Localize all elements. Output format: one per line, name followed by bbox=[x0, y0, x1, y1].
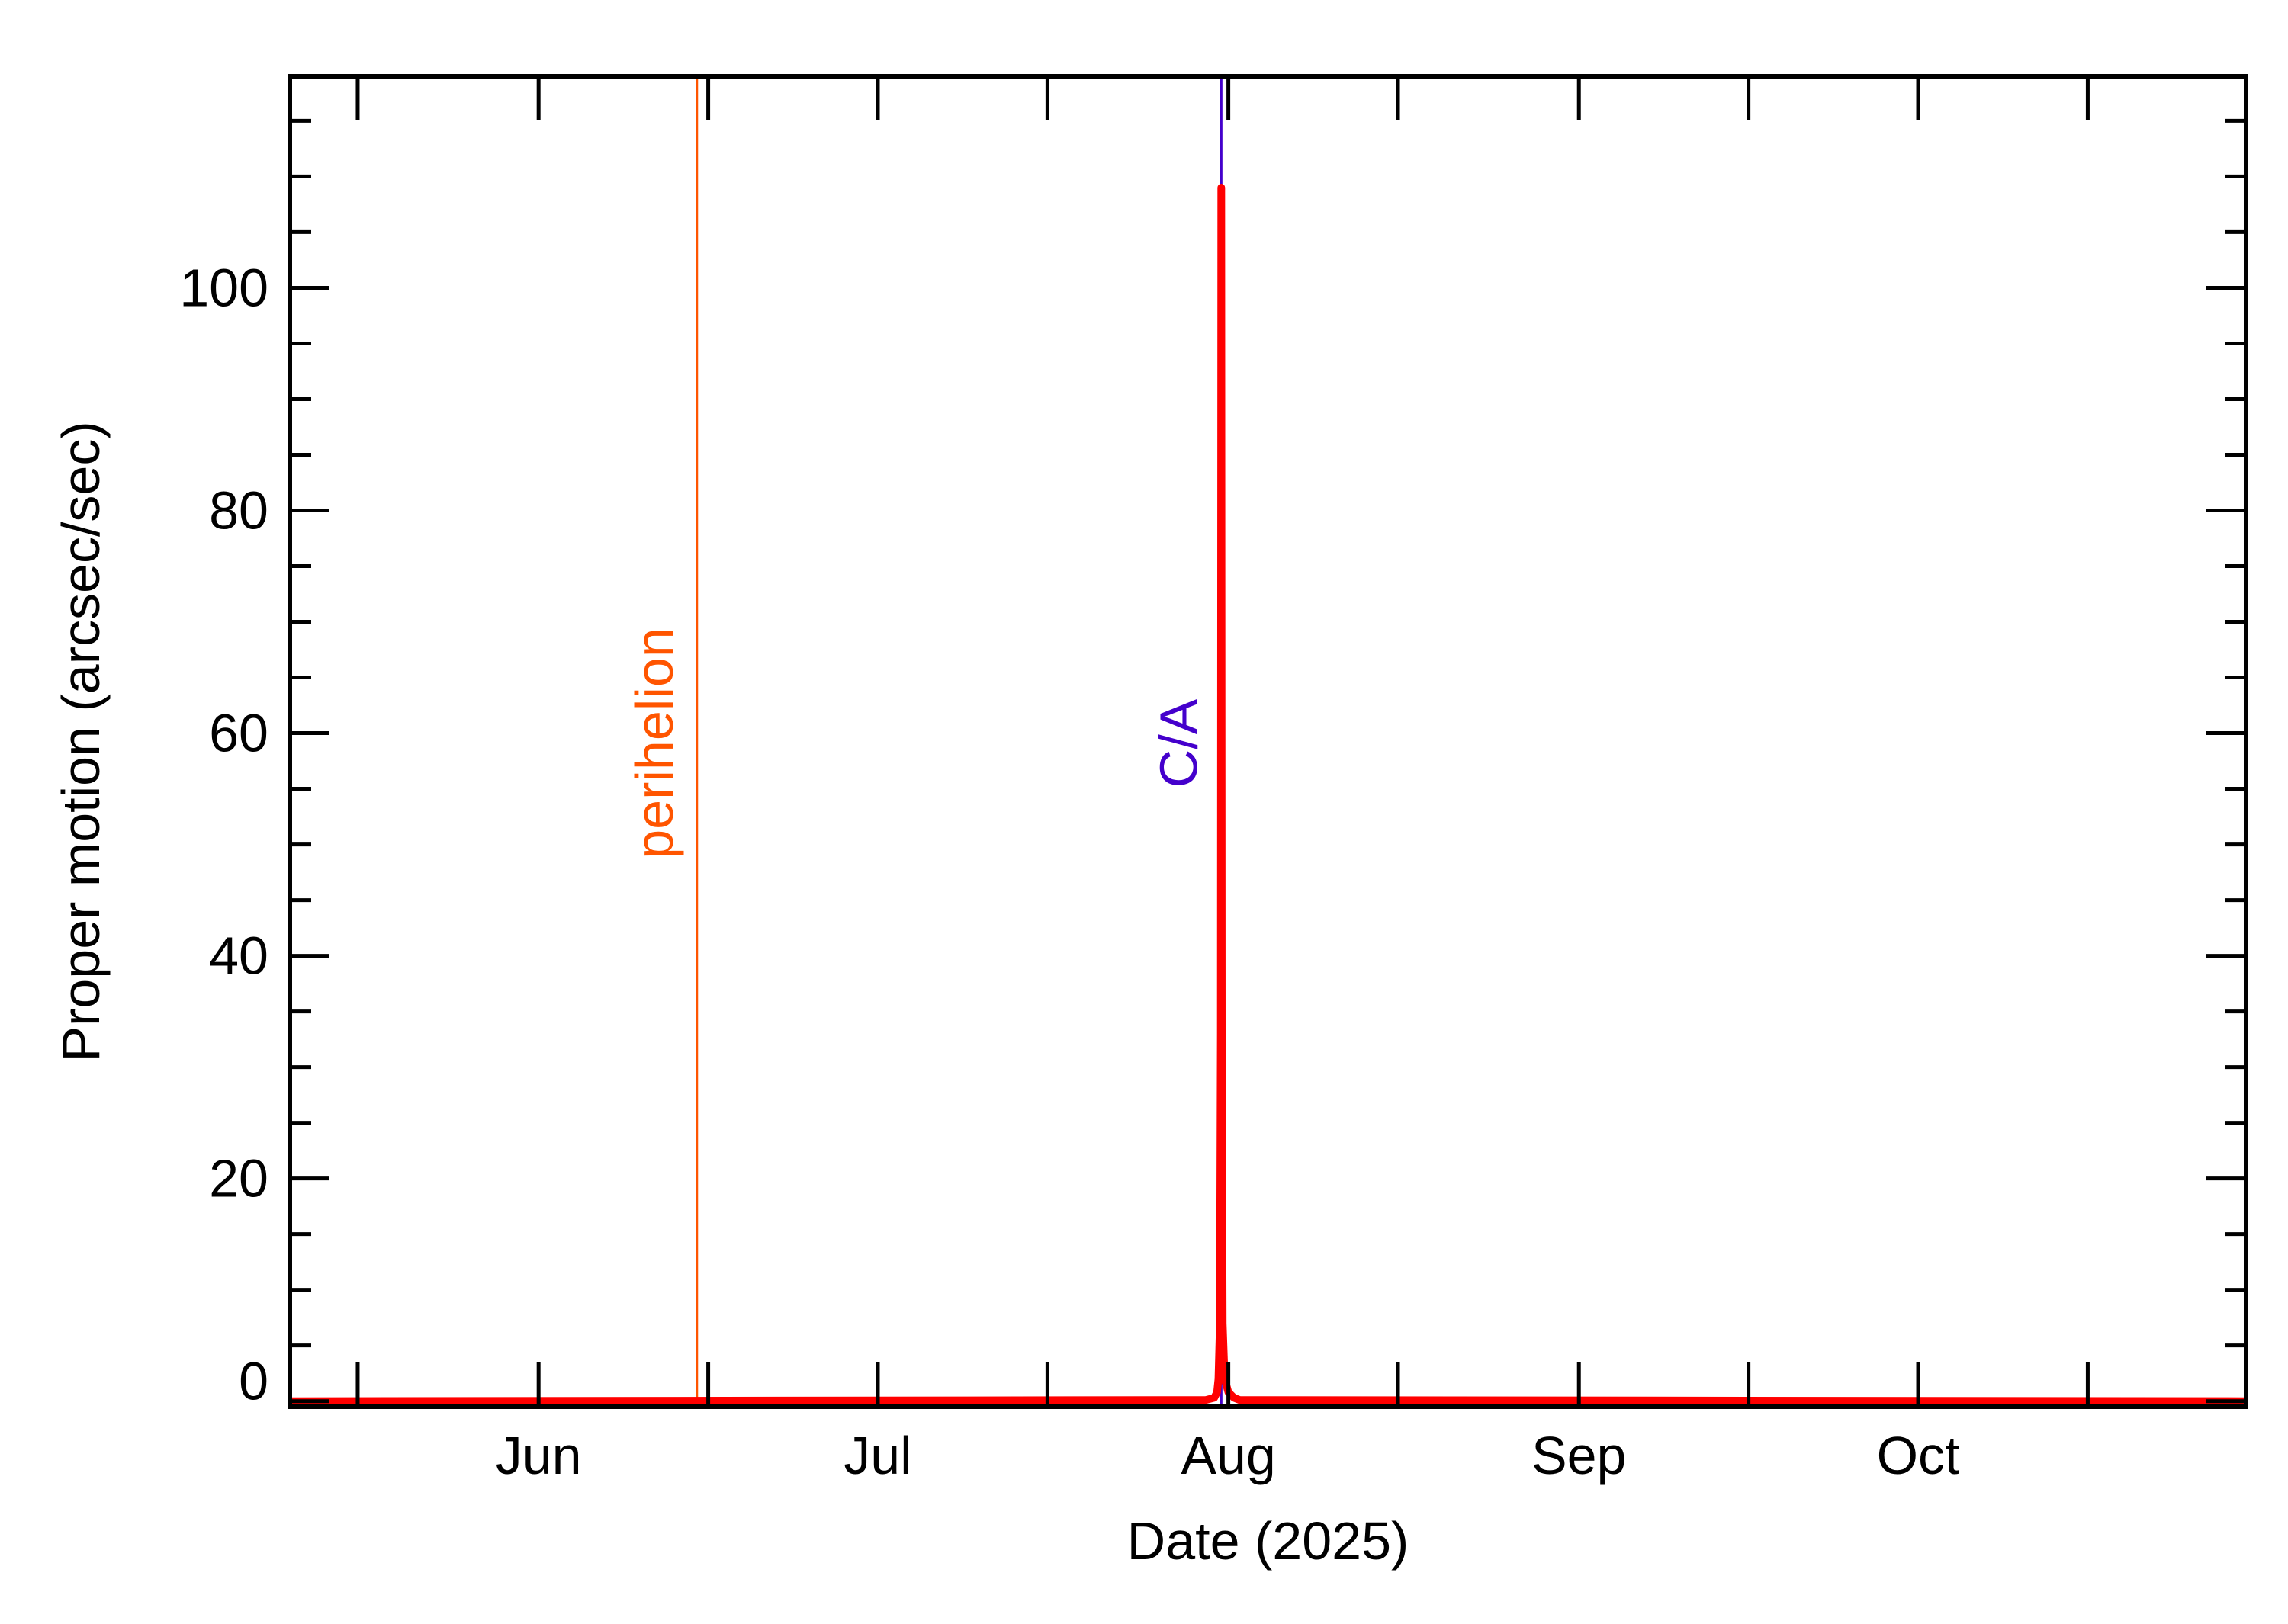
data-point bbox=[1217, 1377, 1220, 1380]
tick-layer bbox=[290, 76, 2246, 1407]
data-point bbox=[1204, 1398, 1207, 1401]
data-point bbox=[1220, 1032, 1223, 1035]
label-layer: 0 20 40 60 80 100 Jun Jul Aug Sep Oct bbox=[179, 258, 1959, 1485]
y-tick-label: 60 bbox=[209, 704, 268, 763]
data-point bbox=[1232, 1396, 1236, 1399]
series-line bbox=[289, 184, 2247, 1405]
y-tick-label: 0 bbox=[239, 1352, 268, 1411]
series-layer bbox=[288, 184, 2248, 1405]
x-tick-label: Sep bbox=[1531, 1426, 1627, 1485]
y-axis-label: Proper motion (arcsec/sec) bbox=[51, 421, 111, 1061]
y-tick-label: 40 bbox=[209, 926, 268, 986]
event-label: C/A bbox=[1149, 698, 1208, 788]
data-point bbox=[1221, 1321, 1224, 1324]
data-point bbox=[1218, 1321, 1221, 1324]
x-tick-label: Oct bbox=[1877, 1426, 1960, 1485]
data-point bbox=[1216, 1391, 1219, 1394]
plot-frame bbox=[288, 74, 2248, 1409]
y-tick-label: 100 bbox=[179, 258, 268, 317]
data-point bbox=[1220, 186, 1223, 189]
x-tick-label: Jun bbox=[496, 1426, 582, 1485]
annotation-layer: perihelion C/A bbox=[625, 76, 1223, 1407]
event-label: perihelion bbox=[625, 627, 684, 859]
data-point bbox=[1223, 1377, 1226, 1380]
x-tick-label: Jul bbox=[844, 1426, 911, 1485]
x-axis-label: Date (2025) bbox=[1127, 1511, 1409, 1571]
y-tick-label: 80 bbox=[209, 480, 268, 540]
x-tick-label: Aug bbox=[1181, 1426, 1276, 1485]
y-tick-label: 20 bbox=[209, 1149, 268, 1208]
data-point bbox=[1238, 1398, 1241, 1401]
data-point bbox=[1213, 1396, 1216, 1399]
